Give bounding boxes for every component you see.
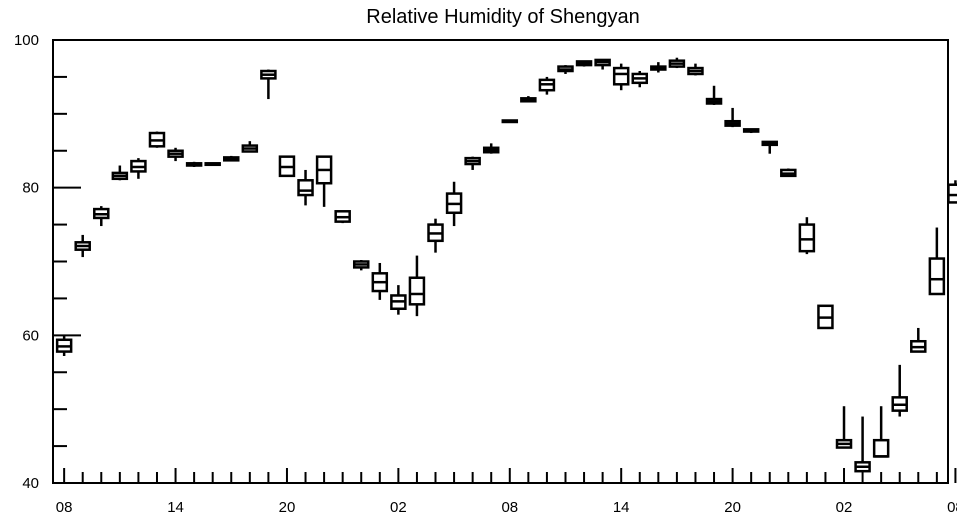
box (538, 76, 556, 95)
box (612, 63, 630, 91)
box (482, 143, 500, 154)
x-tick-label: 14 (167, 499, 184, 516)
box (594, 58, 611, 70)
box (817, 304, 834, 330)
x-tick-label: 14 (613, 499, 630, 516)
box (780, 168, 797, 178)
x-tick-label: 08 (947, 499, 957, 516)
box (315, 155, 333, 207)
y-tick-label: 100 (14, 32, 39, 49)
box (223, 155, 240, 162)
y-tick-label: 40 (22, 475, 39, 492)
box (185, 161, 203, 167)
x-tick-label: 08 (501, 499, 518, 516)
box (445, 181, 463, 227)
box (74, 234, 91, 258)
box (947, 180, 957, 204)
box-body (408, 276, 426, 306)
box (148, 131, 166, 148)
box (687, 63, 704, 76)
box (910, 327, 927, 353)
box (408, 255, 426, 317)
box (260, 69, 277, 100)
y-axis: 40 60 80 100 (14, 32, 81, 492)
box (93, 206, 110, 227)
box (854, 416, 871, 473)
box (520, 96, 537, 103)
box (650, 62, 667, 73)
box-body (872, 438, 890, 458)
x-tick-label: 02 (390, 499, 407, 516)
box (668, 57, 686, 69)
box (352, 260, 370, 271)
x-tick-label: 20 (724, 499, 741, 516)
box (390, 285, 407, 315)
box-body (798, 223, 816, 253)
box (575, 60, 593, 67)
box (278, 155, 296, 178)
box (872, 406, 890, 458)
box-body (928, 257, 946, 296)
x-tick-label: 20 (279, 499, 296, 516)
box (631, 71, 649, 88)
x-axis: 08 14 20 02 08 14 20 02 08 (56, 468, 957, 516)
box (557, 65, 574, 74)
box-body (297, 179, 314, 197)
box (130, 158, 147, 179)
box-body (947, 183, 957, 204)
box (742, 128, 760, 134)
box (501, 119, 519, 124)
box (798, 217, 816, 255)
box-series (55, 57, 957, 473)
plot-frame (52, 39, 949, 484)
y-tick-label: 80 (22, 180, 39, 197)
box (724, 107, 741, 128)
box (111, 165, 129, 181)
box (761, 140, 778, 154)
box-body (612, 66, 630, 86)
x-tick-label: 02 (836, 499, 853, 516)
chart-title: Relative Humidity of Shengyan (366, 6, 639, 28)
box (204, 162, 221, 167)
box (427, 218, 444, 253)
box (334, 210, 351, 224)
box (241, 141, 259, 153)
box (891, 364, 908, 417)
x-tick-label: 08 (56, 499, 73, 516)
box (371, 262, 389, 300)
box (835, 406, 853, 449)
box (55, 335, 73, 357)
box (167, 147, 184, 162)
box (928, 227, 946, 296)
box (297, 169, 314, 206)
box (464, 156, 481, 170)
y-tick-label: 60 (22, 327, 39, 344)
box (705, 85, 723, 105)
